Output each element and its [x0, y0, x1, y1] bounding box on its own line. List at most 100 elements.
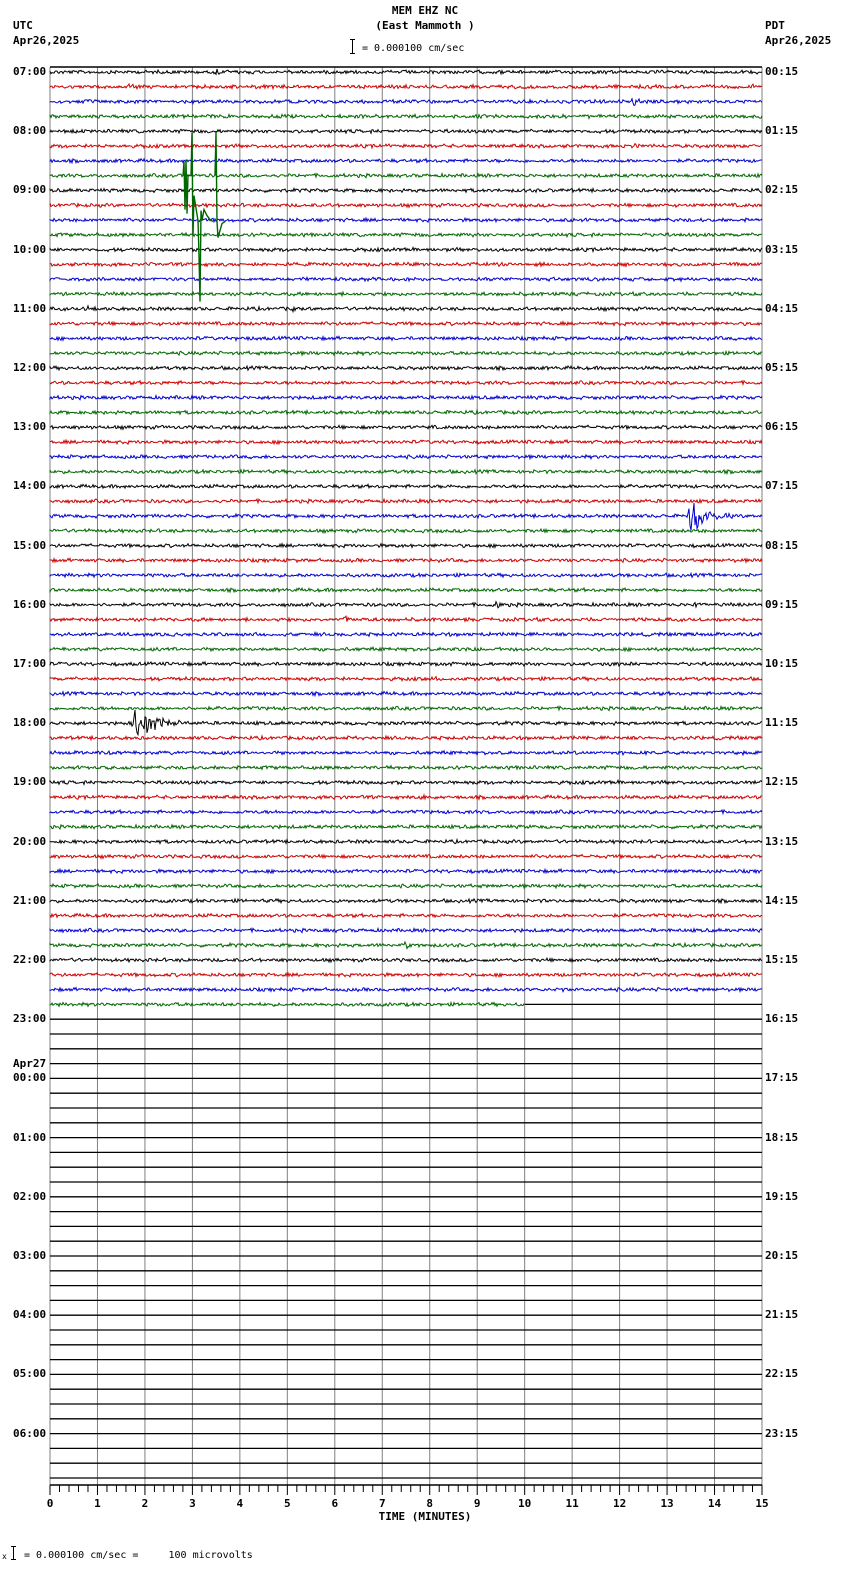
utc-hour-label: 06:00 — [13, 1426, 47, 1440]
trace-line — [49, 275, 763, 283]
trace-line — [49, 926, 763, 934]
pdt-hour-label: 01:15 — [765, 124, 799, 138]
left-date: Apr26,2025 — [13, 34, 80, 47]
pdt-hour-label: 20:15 — [765, 1249, 799, 1262]
pdt-hour-label: 17:15 — [765, 1071, 799, 1085]
trace-line — [49, 704, 763, 712]
trace-line — [49, 957, 763, 964]
footer-scale-bar-icon — [11, 1546, 20, 1560]
pdt-hour-label: 09:15 — [765, 597, 799, 611]
trace-line — [49, 542, 763, 549]
pdt-hour-label: 07:15 — [765, 479, 799, 493]
trace-line — [49, 527, 763, 535]
trace-line — [49, 867, 763, 875]
footer-scale-label: = 0.000100 cm/sec = 100 microvolts — [24, 1550, 253, 1561]
footer-marker: x — [2, 1552, 7, 1561]
trace-line — [49, 571, 763, 579]
trace-line — [49, 320, 763, 327]
x-tick-label: 3 — [189, 1497, 196, 1510]
pdt-hour-label: 19:15 — [765, 1189, 799, 1203]
x-tick-label: 12 — [612, 1497, 627, 1510]
x-tick-label: 9 — [473, 1497, 481, 1510]
trace-line — [49, 615, 763, 623]
pdt-hour-label: 21:15 — [765, 1308, 799, 1322]
utc-hour-label: 02:00 — [13, 1189, 47, 1203]
trace-line — [49, 749, 763, 757]
trace-line — [49, 808, 763, 816]
trace-line — [49, 600, 763, 609]
trace-line — [49, 853, 763, 860]
utc-hour-label: 18:00 — [13, 716, 47, 730]
utc-hour-label: 07:00 — [13, 65, 47, 78]
x-tick-label: 15 — [755, 1497, 769, 1510]
x-tick-label: 5 — [284, 1497, 291, 1510]
trace-line — [49, 408, 763, 416]
trace-line — [49, 231, 763, 239]
trace-line — [49, 349, 763, 357]
trace-line — [49, 157, 762, 165]
trace-line — [49, 897, 763, 905]
pdt-hour-label: 15:15 — [765, 953, 799, 966]
x-tick-label: 10 — [518, 1497, 532, 1510]
pdt-hour-label: 14:15 — [765, 893, 799, 907]
trace-line — [49, 468, 763, 476]
x-tick-label: 13 — [660, 1497, 674, 1510]
pdt-hour-label: 03:15 — [765, 242, 799, 256]
pdt-hour-label: 22:15 — [765, 1367, 799, 1381]
trace-line — [49, 823, 763, 830]
pdt-hour-label: 23:15 — [765, 1426, 799, 1440]
large-event-waveform — [182, 131, 226, 302]
trace-line — [49, 97, 763, 107]
left-timezone: UTC — [13, 19, 33, 32]
trace-line — [49, 483, 763, 490]
trace-line — [49, 912, 762, 919]
trace-line — [49, 793, 763, 801]
utc-hour-label: 11:00 — [13, 301, 47, 315]
trace-line — [49, 424, 763, 431]
utc-hour-label: 12:00 — [13, 361, 47, 374]
pdt-hour-label: 04:15 — [765, 301, 799, 315]
utc-hour-label: 00:00 — [13, 1071, 47, 1085]
utc-hour-label: 19:00 — [13, 775, 47, 789]
trace-line — [49, 986, 763, 994]
trace-line — [49, 113, 763, 120]
trace-line — [49, 940, 763, 950]
pdt-hour-label: 11:15 — [765, 716, 799, 730]
utc-hour-label: 21:00 — [13, 893, 47, 907]
trace-line — [49, 971, 763, 979]
trace-line — [49, 172, 763, 179]
utc-hour-label: 05:00 — [13, 1367, 47, 1381]
pdt-hour-label: 18:15 — [765, 1130, 799, 1144]
scale-label: = 0.000100 cm/sec — [362, 43, 465, 54]
utc-hour-label: 01:00 — [13, 1130, 47, 1144]
utc-hour-label: 22:00 — [13, 953, 47, 966]
trace-line — [49, 660, 763, 668]
trace-line — [49, 882, 763, 890]
trace-line — [49, 68, 763, 76]
pdt-hour-label: 16:15 — [765, 1012, 799, 1026]
trace-line — [49, 586, 763, 594]
right-date: Apr26,2025 — [765, 34, 832, 47]
x-tick-label: 6 — [331, 1497, 339, 1510]
trace-line — [49, 734, 763, 742]
utc-hour-label: 16:00 — [13, 597, 47, 611]
utc-hour-label: 20:00 — [13, 834, 47, 848]
pdt-hour-label: 00:15 — [765, 65, 799, 78]
trace-line — [49, 364, 763, 372]
utc-hour-label: 14:00 — [13, 479, 47, 493]
trace-line — [49, 216, 763, 224]
trace-line — [49, 202, 763, 209]
x-axis-title: TIME (MINUTES) — [378, 1510, 472, 1523]
pdt-hour-label: 02:15 — [765, 183, 799, 197]
x-tick-label: 8 — [426, 1497, 434, 1510]
trace-line — [49, 690, 763, 698]
pdt-hour-label: 10:15 — [765, 657, 799, 670]
x-tick-label: 7 — [378, 1497, 386, 1510]
trace-line — [49, 502, 763, 531]
pdt-hour-label: 12:15 — [765, 775, 799, 789]
trace-line — [49, 379, 763, 387]
station-title: MEM EHZ NC — [391, 4, 459, 17]
trace-line — [49, 837, 763, 845]
trace-line — [49, 453, 763, 461]
